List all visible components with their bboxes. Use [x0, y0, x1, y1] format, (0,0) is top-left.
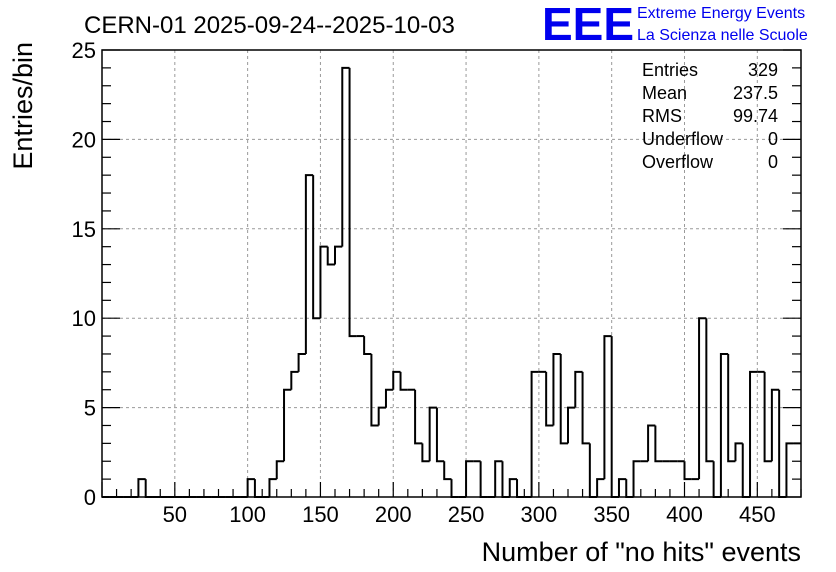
x-tick-label: 300: [521, 502, 558, 527]
stats-value-mean: 237.5: [733, 83, 778, 103]
histogram-bin: [312, 175, 321, 320]
x-tick-label: 50: [163, 502, 187, 527]
x-tick-label: 200: [375, 502, 412, 527]
histogram-bin: [683, 461, 692, 481]
histogram-bin: [428, 406, 437, 462]
histogram-bin: [734, 442, 743, 462]
eee-logo: EEE Extreme Energy Events La Scienza nel…: [542, 0, 808, 50]
histogram-bin: [137, 478, 146, 497]
histogram-bin: [763, 371, 772, 463]
logo-line-2: La Scienza nelle Scuole: [637, 27, 808, 44]
histogram-bin: [326, 246, 335, 266]
stats-value-entries: 329: [748, 60, 778, 80]
logo-line-1: Extreme Energy Events: [637, 5, 805, 22]
histogram-bin: [341, 66, 350, 247]
histogram-bin: [719, 352, 729, 497]
stats-box: Entries 329 Mean 237.5 RMS 99.74 Underfl…: [642, 60, 778, 172]
histogram-bin: [567, 406, 576, 444]
histogram-bin: [647, 424, 656, 462]
histogram-bin: [297, 352, 306, 372]
histogram-bin: [494, 460, 503, 497]
y-tick-label: 15: [72, 217, 96, 242]
histogram-bin: [348, 67, 357, 338]
histogram-bin: [283, 388, 292, 462]
x-tick-label: 150: [302, 502, 339, 527]
histogram-bin: [414, 389, 423, 445]
x-tick-label: 450: [739, 502, 776, 527]
stats-value-overflow: 0: [768, 152, 778, 172]
histogram-bin: [377, 406, 386, 426]
y-axis-title: Entries/bin: [8, 42, 38, 170]
histogram-bin: [727, 353, 736, 463]
histogram-bin: [785, 442, 794, 497]
grid-lines: [102, 49, 801, 497]
y-tick-label: 5: [84, 396, 96, 421]
histogram-bin: [552, 352, 561, 426]
histogram-bin: [530, 370, 539, 497]
histogram-bin: [290, 370, 299, 390]
histogram-bin: [574, 370, 583, 408]
stats-label-entries: Entries: [642, 60, 698, 80]
x-tick-label: 400: [666, 502, 703, 527]
y-tick-label: 20: [72, 127, 96, 152]
stats-label-mean: Mean: [642, 83, 687, 103]
histogram-bin: [334, 245, 343, 265]
x-tick-label: 250: [448, 502, 485, 527]
y-tick-label: 10: [72, 306, 96, 331]
axis-ticks: [101, 49, 802, 498]
histogram-bin: [617, 478, 627, 497]
histogram-bin: [654, 425, 663, 463]
histogram-bin: [370, 353, 379, 427]
histogram-bin: [384, 388, 394, 408]
stats-value-underflow: 0: [768, 129, 778, 149]
histogram-bin: [275, 460, 285, 480]
histogram-bin: [319, 245, 328, 319]
histogram-bin: [749, 370, 758, 497]
histogram-bin: [545, 371, 554, 427]
x-axis-title: Number of "no hits" events: [482, 537, 801, 567]
histogram-bin: [268, 478, 277, 497]
stats-label-underflow: Underflow: [642, 129, 724, 149]
tick-labels: 50 100 150 200 250 300 350 400 450 0 5 10 15 20 25: [72, 38, 776, 527]
histogram-bin: [603, 335, 612, 480]
histogram-bin: [705, 318, 714, 463]
y-tick-label: 0: [84, 485, 96, 510]
histogram-bin: [443, 461, 452, 481]
histogram-bin: [392, 370, 401, 390]
histogram-bin: [581, 371, 590, 445]
x-tick-label: 100: [229, 502, 266, 527]
logo-mark: EEE: [542, 0, 634, 50]
histogram-bin: [770, 388, 780, 462]
histogram-bin: [435, 407, 445, 463]
x-tick-label: 350: [593, 502, 630, 527]
histogram-bin: [698, 317, 707, 480]
stats-label-rms: RMS: [642, 106, 682, 126]
histogram-bin: [421, 443, 430, 463]
y-tick-label: 25: [72, 38, 96, 63]
histogram-bin: [559, 353, 568, 445]
histogram-bin: [399, 371, 408, 391]
histogram-bin: [363, 336, 372, 355]
histogram-bin: [632, 460, 641, 497]
stats-value-rms: 99.74: [733, 106, 778, 126]
chart-title: CERN-01 2025-09-24--2025-10-03: [84, 12, 455, 39]
stats-label-overflow: Overflow: [642, 152, 714, 172]
histogram-bin: [304, 174, 314, 354]
